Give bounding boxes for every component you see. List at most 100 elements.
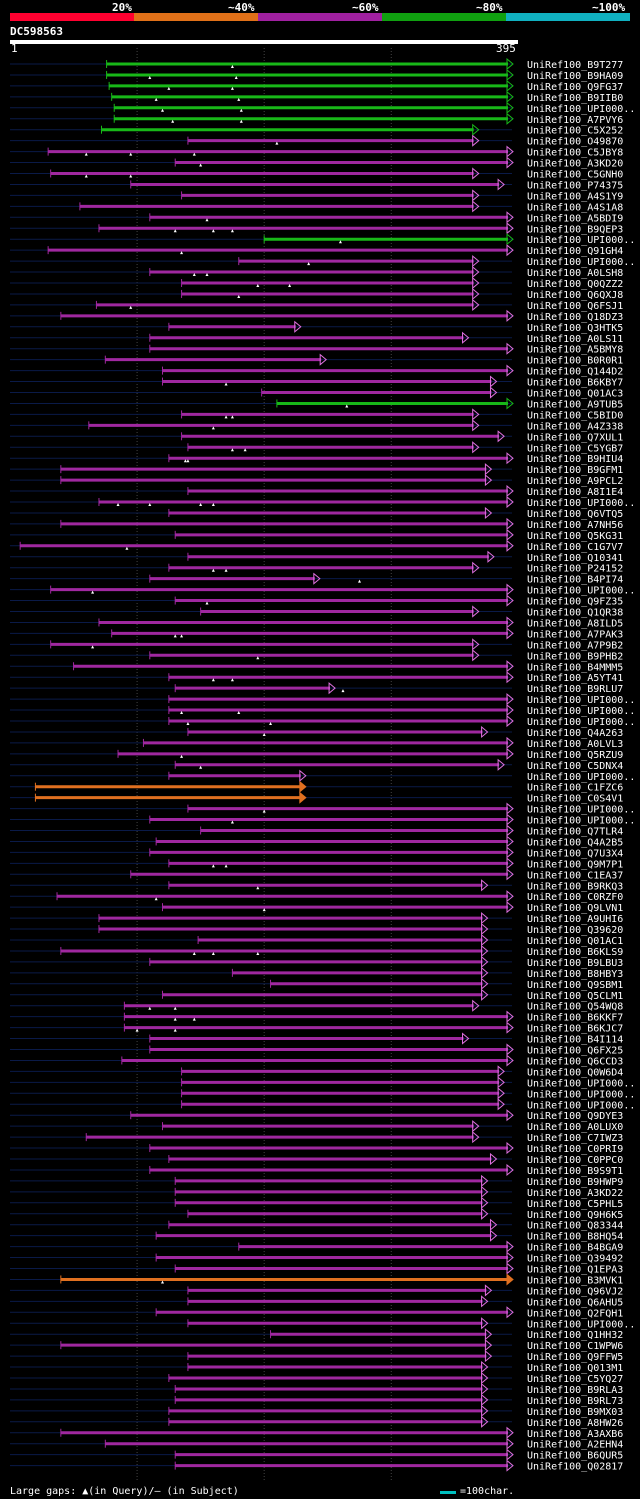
hit-row[interactable]: UniRef100_UPI000.. xyxy=(10,703,635,717)
hit-row[interactable]: UniRef100_UPI000.. xyxy=(10,1098,635,1111)
hit-row[interactable]: UniRef100_UPI000.. xyxy=(10,1076,635,1089)
hit-label[interactable]: UniRef100_C0S4V1 xyxy=(527,794,623,805)
hit-row[interactable]: UniRef100_UPI000.. xyxy=(10,813,635,827)
hit-label[interactable]: UniRef100_Q6FSJ1 xyxy=(527,301,623,312)
hit-row[interactable]: UniRef100_A3KD22 xyxy=(10,1185,623,1199)
hit-label[interactable]: UniRef100_UPI000.. xyxy=(527,772,635,783)
hit-row[interactable]: UniRef100_UPI000.. xyxy=(10,802,635,816)
hit-row[interactable]: UniRef100_A5BMY8 xyxy=(10,342,623,356)
hit-label[interactable]: UniRef100_B9T277 xyxy=(527,60,623,71)
hit-label[interactable]: UniRef100_Q9SBM1 xyxy=(527,980,623,991)
hit-label[interactable]: UniRef100_B8HQ54 xyxy=(527,1232,623,1243)
hit-label[interactable]: UniRef100_Q9M7P1 xyxy=(527,859,623,870)
hit-label[interactable]: UniRef100_A7NH56 xyxy=(527,520,623,531)
hit-row[interactable]: UniRef100_Q01AC3 xyxy=(10,386,623,400)
hit-label[interactable]: UniRef100_Q4A263 xyxy=(527,728,623,739)
hit-label[interactable]: UniRef100_C5BID0 xyxy=(527,410,623,421)
hit-row[interactable]: UniRef100_A7PVY6 xyxy=(10,112,623,126)
hit-label[interactable]: UniRef100_B4BGA9 xyxy=(527,1243,623,1254)
hit-row[interactable]: UniRef100_Q9FG37 xyxy=(10,79,623,93)
hit-label[interactable]: UniRef100_UPI000.. xyxy=(527,586,635,597)
hit-label[interactable]: UniRef100_Q3HTK5 xyxy=(527,323,623,334)
hit-row[interactable]: UniRef100_B9RLA3 xyxy=(10,1382,623,1396)
hit-label[interactable]: UniRef100_A3KD20 xyxy=(527,159,623,170)
hit-label[interactable]: UniRef100_Q144D2 xyxy=(527,367,623,378)
hit-label[interactable]: UniRef100_B6QUR5 xyxy=(527,1451,623,1462)
hit-label[interactable]: UniRef100_B9MX03 xyxy=(527,1407,623,1418)
hit-row[interactable]: UniRef100_A8I1E4 xyxy=(10,484,623,498)
hit-label[interactable]: UniRef100_Q39492 xyxy=(527,1254,623,1265)
hit-label[interactable]: UniRef100_Q9FG37 xyxy=(527,82,623,93)
hit-row[interactable]: UniRef100_UPI000.. xyxy=(10,1317,635,1330)
hit-row[interactable]: UniRef100_A7NH56 xyxy=(10,517,623,531)
hit-row[interactable]: UniRef100_Q9M7P1 xyxy=(10,857,623,870)
hit-row[interactable]: UniRef100_Q4A2B5 xyxy=(10,835,623,848)
hit-row[interactable]: UniRef100_B9HWP9 xyxy=(10,1174,623,1188)
hit-label[interactable]: UniRef100_B9IIB0 xyxy=(527,93,623,104)
hit-label[interactable]: UniRef100_C5DNX4 xyxy=(527,761,623,772)
hit-row[interactable]: UniRef100_B3MVK1 xyxy=(10,1273,623,1286)
hit-row[interactable]: UniRef100_C0PRI9 xyxy=(10,1141,623,1155)
hit-row[interactable]: UniRef100_Q91GH4 xyxy=(10,244,623,257)
hit-label[interactable]: UniRef100_A5YT41 xyxy=(527,673,623,684)
hit-label[interactable]: UniRef100_UPI000.. xyxy=(527,1089,635,1100)
hit-row[interactable]: UniRef100_C5PHL5 xyxy=(10,1196,623,1210)
hit-label[interactable]: UniRef100_B0R0R1 xyxy=(527,356,623,367)
hit-label[interactable]: UniRef100_Q83344 xyxy=(527,1221,623,1232)
hit-label[interactable]: UniRef100_UPI000.. xyxy=(527,235,635,246)
hit-label[interactable]: UniRef100_Q7TLR4 xyxy=(527,827,623,838)
hit-label[interactable]: UniRef100_Q02817 xyxy=(527,1462,623,1473)
hit-label[interactable]: UniRef100_Q9LVN1 xyxy=(527,903,623,914)
hit-label[interactable]: UniRef100_A4Z338 xyxy=(527,421,623,432)
hit-row[interactable]: UniRef100_A5YT41 xyxy=(10,671,623,684)
hit-row[interactable]: UniRef100_A9PCL2 xyxy=(10,474,623,487)
hit-label[interactable]: UniRef100_UPI000.. xyxy=(527,257,635,268)
hit-label[interactable]: UniRef100_Q7U3X4 xyxy=(527,848,623,859)
hit-label[interactable]: UniRef100_B6KKF7 xyxy=(527,1013,623,1024)
hit-row[interactable]: UniRef100_C0S4V1 xyxy=(10,791,623,805)
hit-label[interactable]: UniRef100_Q91GH4 xyxy=(527,246,623,257)
hit-label[interactable]: UniRef100_C7IWZ3 xyxy=(527,1133,623,1144)
hit-row[interactable]: UniRef100_Q7U3X4 xyxy=(10,846,623,859)
hit-row[interactable]: UniRef100_Q1HH32 xyxy=(10,1328,623,1341)
hit-row[interactable]: UniRef100_Q4A263 xyxy=(10,725,623,739)
hit-row[interactable]: UniRef100_UPI000.. xyxy=(10,495,635,509)
hit-row[interactable]: UniRef100_A8HW26 xyxy=(10,1415,623,1429)
hit-row[interactable]: UniRef100_Q9H6K5 xyxy=(10,1207,623,1221)
hit-label[interactable]: UniRef100_Q1HH32 xyxy=(527,1330,623,1341)
hit-label[interactable]: UniRef100_B9HIU4 xyxy=(527,454,623,465)
hit-row[interactable]: UniRef100_Q6VTQ5 xyxy=(10,506,623,520)
hit-row[interactable]: UniRef100_A4Z338 xyxy=(10,419,623,432)
hit-row[interactable]: UniRef100_P24152 xyxy=(10,561,623,575)
hit-label[interactable]: UniRef100_UPI000.. xyxy=(527,717,635,728)
hit-row[interactable]: UniRef100_Q96VJ2 xyxy=(10,1284,623,1297)
hit-row[interactable]: UniRef100_Q5RZU9 xyxy=(10,747,623,761)
hit-row[interactable]: UniRef100_B9T277 xyxy=(10,57,623,71)
hit-row[interactable]: UniRef100_Q9DYE3 xyxy=(10,1109,623,1122)
hit-row[interactable]: UniRef100_UPI000.. xyxy=(10,101,635,115)
hit-row[interactable]: UniRef100_Q1EPA3 xyxy=(10,1262,623,1276)
hit-row[interactable]: UniRef100_O49870 xyxy=(10,134,623,148)
hit-label[interactable]: UniRef100_UPI000.. xyxy=(527,1319,635,1330)
hit-row[interactable]: UniRef100_UPI000.. xyxy=(10,1087,635,1100)
hit-label[interactable]: UniRef100_C5JBY8 xyxy=(527,148,623,159)
hit-label[interactable]: UniRef100_A9TUB5 xyxy=(527,399,623,410)
hit-label[interactable]: UniRef100_B9GFM1 xyxy=(527,465,623,476)
hit-row[interactable]: UniRef100_Q1QR38 xyxy=(10,605,623,619)
hit-row[interactable]: UniRef100_C1G7V7 xyxy=(10,539,623,553)
hit-row[interactable]: UniRef100_A0LUX0 xyxy=(10,1120,623,1133)
hit-label[interactable]: UniRef100_Q01AC1 xyxy=(527,936,623,947)
hit-row[interactable]: UniRef100_A9TUB5 xyxy=(10,397,623,410)
hit-row[interactable]: UniRef100_Q9SBM1 xyxy=(10,977,623,991)
hit-label[interactable]: UniRef100_B4MMM5 xyxy=(527,662,623,673)
hit-label[interactable]: UniRef100_B9S9T1 xyxy=(527,1166,623,1177)
hit-label[interactable]: UniRef100_P74375 xyxy=(527,180,623,191)
hit-label[interactable]: UniRef100_Q6FX25 xyxy=(527,1046,623,1057)
hit-row[interactable]: UniRef100_Q5KG31 xyxy=(10,528,623,542)
hit-row[interactable]: UniRef100_Q7TLR4 xyxy=(10,824,623,838)
hit-label[interactable]: UniRef100_A2EHN4 xyxy=(527,1440,623,1451)
hit-label[interactable]: UniRef100_A8I1E4 xyxy=(527,487,623,498)
hit-label[interactable]: UniRef100_B9QEP3 xyxy=(527,224,623,235)
hit-label[interactable]: UniRef100_A9UHI6 xyxy=(527,914,623,925)
hit-label[interactable]: UniRef100_Q9FZ35 xyxy=(527,597,623,608)
